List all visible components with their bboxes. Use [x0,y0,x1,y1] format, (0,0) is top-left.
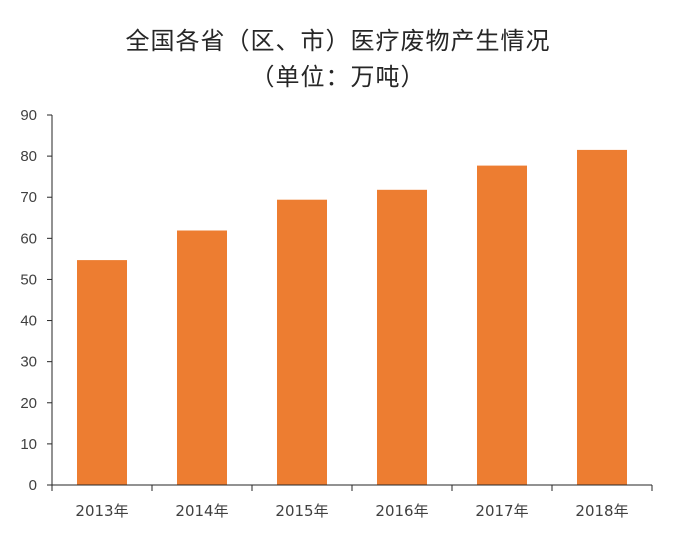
x-tick-label: 2013年 [75,502,128,520]
y-tick-label: 40 [20,313,37,330]
y-axis: 0 10 20 30 40 50 60 70 80 90 [20,107,53,494]
y-tick-label: 10 [20,436,37,453]
y-tick-label: 60 [20,230,37,247]
bar-3 [377,189,427,486]
x-axis: 2013年 2014年 2015年 2016年 2017年 2018年 [51,484,653,520]
chart-title: 全国各省（区、市）医疗废物产生情况 [125,27,551,55]
y-tick-label: 0 [29,477,37,494]
y-tick-label: 90 [20,107,37,124]
bar-0 [77,260,127,485]
y-tick-label: 50 [20,271,37,288]
y-tick-label: 30 [20,354,37,371]
x-tick-label: 2014年 [175,502,228,520]
x-tick-label: 2015年 [275,502,328,520]
x-tick-label: 2017年 [475,502,528,520]
x-tick-label: 2016年 [375,502,428,520]
x-tick-label: 2018年 [575,502,628,520]
bar-1 [177,230,227,485]
y-tick-label: 20 [20,395,37,412]
bar-2 [277,199,327,485]
bar-5 [577,149,627,485]
y-tick-label: 70 [20,189,37,206]
bar-4 [477,165,527,485]
chart-subtitle: （单位：万吨） [250,63,426,91]
y-tick-label: 80 [20,148,37,165]
bar-group [77,149,627,486]
